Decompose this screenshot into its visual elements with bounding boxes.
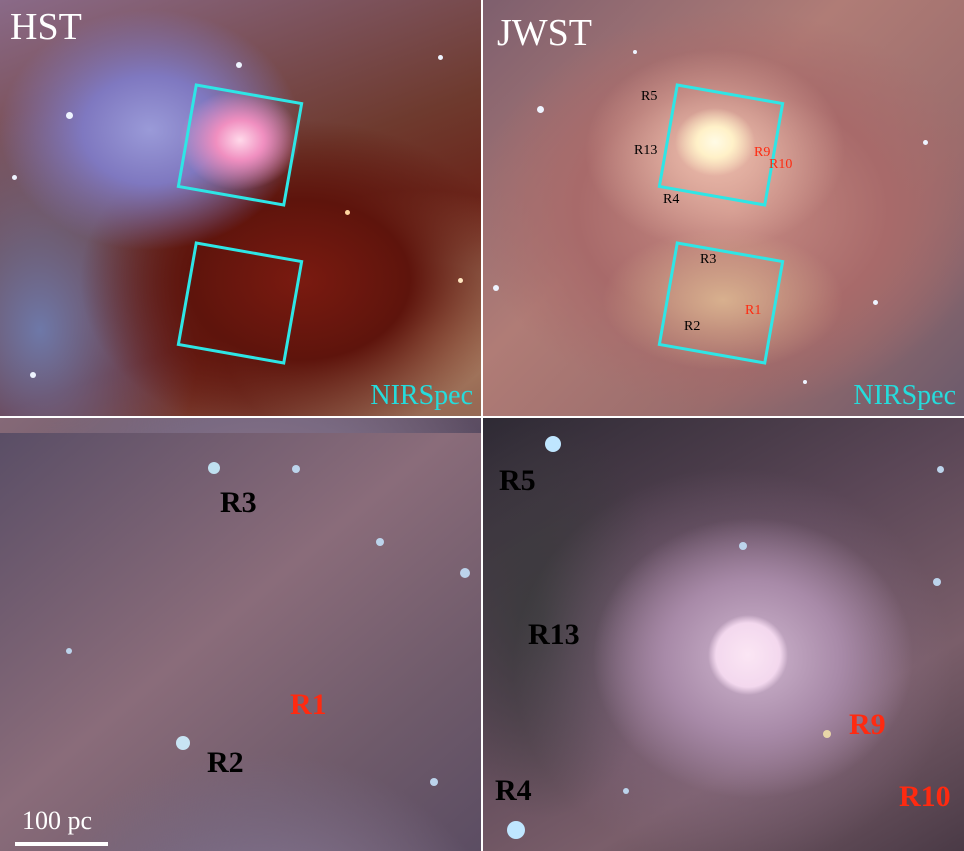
star	[458, 278, 463, 283]
region-label-r5: R5	[641, 89, 658, 104]
region-label-r13: R13	[528, 618, 580, 651]
region-circle-r10	[746, 164, 761, 179]
star	[66, 648, 72, 654]
jwst-image-panel: JWST R5 R13 R4 R9 R10 R3 R1 R2 NIRSpec	[483, 0, 964, 416]
star	[493, 285, 499, 291]
star	[537, 106, 544, 113]
region-label-r9: R9	[754, 145, 771, 160]
region-label-r3: R3	[700, 252, 717, 267]
region-label-r5: R5	[499, 464, 536, 497]
region-label-r10: R10	[899, 780, 951, 813]
region-label-r2: R2	[207, 746, 244, 779]
star	[176, 736, 190, 750]
star	[430, 778, 438, 786]
region-circle-r5	[676, 92, 691, 107]
star	[236, 62, 242, 68]
star	[292, 465, 300, 473]
region-circle-r2	[708, 313, 723, 328]
zoom-north-panel: R5 R13 R4 R9 R10	[483, 418, 964, 851]
star	[623, 788, 629, 794]
region-circle-r1	[724, 304, 739, 319]
region-label-r9: R9	[849, 708, 886, 741]
star	[438, 55, 443, 60]
region-label-r1: R1	[290, 688, 327, 721]
star	[66, 112, 73, 119]
region-circle-r1	[248, 664, 286, 702]
star	[933, 578, 941, 586]
nirspec-label: NIRSpec	[853, 380, 956, 411]
star	[937, 466, 944, 473]
star	[12, 175, 17, 180]
region-circle-r4	[669, 173, 684, 188]
zoom-south-panel: R3 R1 R2	[0, 418, 481, 851]
star	[30, 372, 36, 378]
star	[460, 568, 470, 578]
star	[803, 380, 807, 384]
nirspec-label: NIRSpec	[370, 380, 473, 411]
region-label-r13: R13	[634, 143, 658, 158]
star	[923, 140, 928, 145]
scale-bar-label: 100 pc	[22, 806, 93, 835]
region-label-r2: R2	[684, 319, 701, 334]
region-label-r10: R10	[769, 157, 793, 172]
jwst-label: JWST	[497, 12, 592, 54]
region-label-r1: R1	[745, 303, 762, 318]
star	[208, 462, 220, 474]
region-circle-r5	[534, 425, 574, 465]
star	[376, 538, 384, 546]
region-circle-r13	[486, 644, 528, 686]
star	[823, 730, 831, 738]
region-circle-r4	[499, 810, 541, 851]
region-label-r4: R4	[495, 774, 532, 807]
nirspec-fov-box-north	[176, 83, 304, 207]
region-label-r3: R3	[220, 486, 257, 519]
scale-bar	[15, 842, 108, 846]
region-circle-r2	[165, 724, 203, 762]
hst-image-panel: HST NIRSpec	[0, 0, 481, 416]
nirspec-fov-box-south	[657, 241, 785, 365]
star	[545, 436, 561, 452]
star	[873, 300, 878, 305]
region-circle-r9	[807, 734, 855, 778]
hst-label: HST	[10, 6, 82, 48]
star	[633, 50, 637, 54]
region-label-r4: R4	[663, 192, 680, 207]
star	[739, 542, 747, 550]
region-circle-r13	[669, 148, 684, 163]
star	[507, 821, 525, 839]
region-circle-r9	[731, 157, 746, 172]
star	[345, 210, 350, 215]
nirspec-fov-box-south	[176, 241, 304, 365]
region-circle-r3	[712, 267, 727, 282]
region-circle-r3	[188, 455, 224, 491]
